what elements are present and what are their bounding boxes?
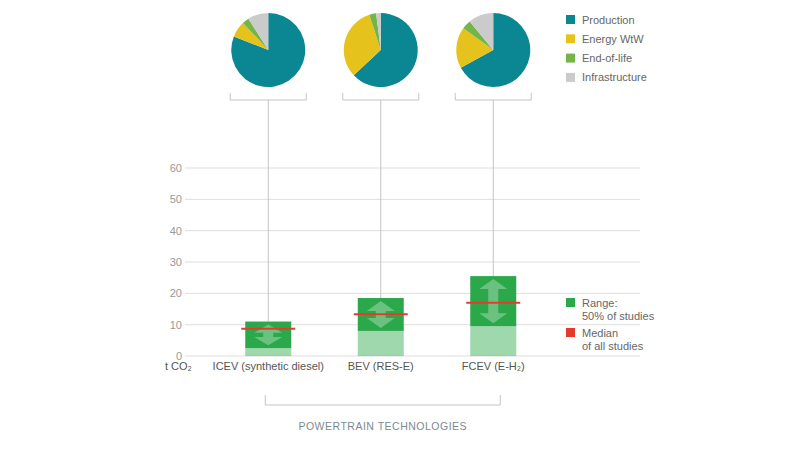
legend-label: Energy WtW: [582, 33, 644, 45]
grid-line: [185, 199, 640, 200]
pie-slice: [376, 13, 381, 50]
legend-swatch: [566, 328, 575, 337]
tick-label: 40: [170, 225, 182, 237]
connector: [380, 100, 381, 298]
pie: [344, 13, 418, 87]
tick-label: 50: [170, 193, 182, 205]
range-box: [245, 322, 291, 349]
grid-line: [185, 293, 640, 294]
pie: [456, 13, 530, 87]
category-label: FCEV (E-H₂): [462, 360, 525, 372]
median-line: [466, 302, 520, 304]
legend-label: Production: [582, 14, 635, 26]
tick-label: 10: [170, 319, 182, 331]
legend-swatch: [566, 15, 575, 24]
legend-swatch: [566, 298, 575, 307]
grid-line: [185, 262, 640, 263]
legend-label: Infrastructure: [582, 71, 647, 83]
tick-label: 60: [170, 162, 182, 174]
pie-slice: [231, 13, 305, 87]
bracket: [455, 93, 531, 100]
base-bar: [358, 331, 404, 356]
category-label: ICEV (synthetic diesel): [213, 360, 324, 372]
range-box: [470, 276, 516, 326]
chart: Production Energy WtW End-of-life Infrastru…: [0, 0, 800, 450]
category-label: BEV (RES-E): [348, 360, 414, 372]
pie-slice: [470, 13, 494, 50]
tick-label: 30: [170, 256, 182, 268]
legend-swatch: [566, 54, 575, 63]
tick-label: 20: [170, 287, 182, 299]
connector: [493, 100, 494, 276]
bracket: [230, 93, 306, 100]
axis-label: POWERTRAIN TECHNOLOGIES: [298, 420, 467, 432]
bracket: [265, 395, 500, 405]
bracket: [343, 93, 419, 100]
base-bar: [470, 326, 516, 356]
grid-line: [185, 168, 640, 169]
pie-slice: [369, 13, 380, 50]
connector: [268, 100, 269, 322]
grid-line: [185, 230, 640, 231]
legend-swatch: [566, 34, 575, 43]
pie: [231, 13, 305, 87]
legend-swatch: [566, 73, 575, 82]
range-arrow: [254, 325, 282, 346]
axis-label: t CO₂: [165, 360, 192, 372]
legend-label: End-of-life: [582, 52, 632, 64]
median-line: [241, 328, 295, 330]
legend-label: Range:50% of studies: [582, 297, 655, 322]
plot-area: [241, 276, 520, 356]
base-bar: [245, 348, 291, 356]
pie-slice: [248, 13, 268, 50]
range-arrow: [479, 279, 507, 323]
median-line: [354, 313, 408, 315]
legend-label: Medianof all studies: [582, 327, 644, 352]
